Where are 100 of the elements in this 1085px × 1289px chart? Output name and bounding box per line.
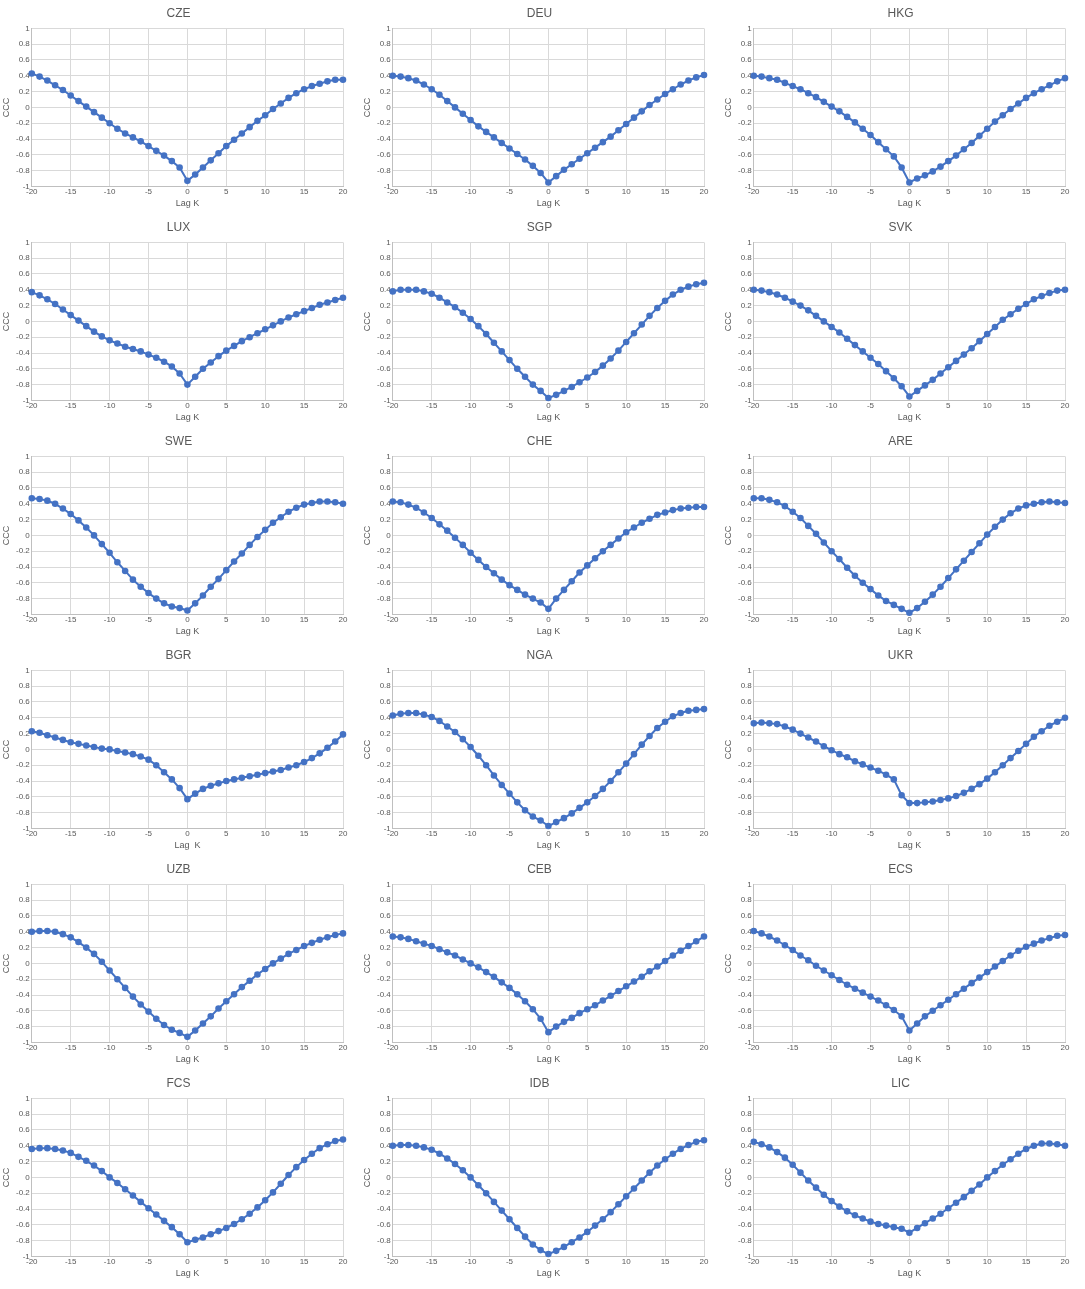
y-tick-label: 0.6 xyxy=(740,483,753,493)
y-tick-label: 0.8 xyxy=(740,253,753,263)
y-tick-label: 0.2 xyxy=(379,86,392,96)
y-tick-label: 0.4 xyxy=(740,285,753,294)
chart-title: CHE xyxy=(526,433,553,448)
y-tick-label: 1 xyxy=(747,237,753,247)
x-tick-label: 10 xyxy=(621,1043,632,1053)
x-tick-label: 20 xyxy=(699,187,709,197)
y-tick-label: 0.4 xyxy=(18,499,31,508)
x-tick-label: 5 xyxy=(946,1257,952,1267)
y-tick-label: -0.2 xyxy=(376,974,392,984)
y-axis-title: CCC xyxy=(362,97,373,118)
x-tick-label: 15 xyxy=(1021,829,1032,839)
x-tick-label: -10 xyxy=(825,615,838,625)
y-tick-label: -0.4 xyxy=(737,1204,753,1214)
x-tick-label: -15 xyxy=(786,829,800,839)
y-tick-label: -0.8 xyxy=(737,379,753,389)
chart-title: LIC xyxy=(891,1075,911,1090)
x-tick-label: -5 xyxy=(505,1043,514,1053)
y-axis-title: CCC xyxy=(1,525,12,546)
x-tick-label: -15 xyxy=(64,187,78,197)
y-tick-label: -0.6 xyxy=(15,578,31,587)
x-tick-label: 20 xyxy=(1060,1257,1070,1267)
y-tick-label: 0.4 xyxy=(379,713,392,722)
y-tick-label: -0.6 xyxy=(15,1220,31,1229)
x-tick-label: 5 xyxy=(224,1257,230,1267)
x-tick-label: 0 xyxy=(546,1257,552,1267)
y-tick-label: -0.2 xyxy=(15,118,31,128)
y-tick-label: 0.6 xyxy=(18,269,31,279)
y-tick-label: -0.4 xyxy=(15,776,31,786)
y-tick-label: 0 xyxy=(386,1172,392,1182)
y-tick-label: 0.8 xyxy=(740,895,753,905)
x-tick-label: 15 xyxy=(660,187,671,197)
y-tick-label: 1 xyxy=(747,23,753,33)
y-tick-label: 0.2 xyxy=(740,86,753,96)
x-tick-label: -5 xyxy=(144,1043,153,1053)
x-tick-label: 20 xyxy=(699,615,709,625)
x-axis-title: Lag K xyxy=(536,411,561,422)
chart-title: ECS xyxy=(888,861,913,876)
y-axis-title: CCC xyxy=(362,1167,373,1188)
y-tick-label: -0.2 xyxy=(376,546,392,556)
x-tick-label: 5 xyxy=(585,1043,591,1053)
y-tick-label: 0.2 xyxy=(18,300,31,310)
y-tick-label: 0.8 xyxy=(740,467,753,477)
chart-title: HKG xyxy=(887,5,914,20)
y-tick-label: 0.6 xyxy=(740,269,753,279)
x-tick-label: -5 xyxy=(505,187,514,197)
x-tick-label: -15 xyxy=(786,1257,800,1267)
x-axis-title: Lag K xyxy=(175,1053,200,1064)
y-tick-label: 0.2 xyxy=(18,942,31,952)
y-tick-label: 0.8 xyxy=(740,1109,753,1119)
x-tick-label: 10 xyxy=(621,615,632,625)
y-tick-label: -0.4 xyxy=(376,562,392,572)
x-axis-title: Lag K xyxy=(536,839,561,850)
x-tick-label: -5 xyxy=(866,829,875,839)
y-tick-label: 0.8 xyxy=(379,253,392,263)
x-tick-label: 10 xyxy=(260,615,271,625)
x-tick-label: 15 xyxy=(660,1043,671,1053)
x-tick-label: 10 xyxy=(982,401,993,411)
x-tick-label: 0 xyxy=(907,401,913,411)
x-tick-label: 10 xyxy=(621,401,632,411)
x-tick-label: -15 xyxy=(425,401,439,411)
y-tick-label: -0.6 xyxy=(15,364,31,373)
x-tick-label: 10 xyxy=(982,187,993,197)
x-tick-label: -5 xyxy=(505,401,514,411)
y-tick-label: -0.6 xyxy=(737,1220,753,1229)
x-tick-label: 20 xyxy=(1060,187,1070,197)
y-tick-label: -0.6 xyxy=(737,150,753,159)
y-tick-label: 1 xyxy=(25,665,31,675)
y-tick-label: -1 xyxy=(383,395,392,405)
x-tick-label: 5 xyxy=(224,401,230,411)
x-axis-title: Lag K xyxy=(174,839,201,850)
y-tick-label: 0.8 xyxy=(18,467,31,477)
y-tick-label: -1 xyxy=(744,823,753,833)
y-tick-label: -1 xyxy=(22,609,31,619)
y-tick-label: -0.2 xyxy=(376,332,392,342)
y-tick-label: -0.2 xyxy=(15,760,31,770)
x-tick-label: 0 xyxy=(546,187,552,197)
y-tick-label: -0.6 xyxy=(15,1006,31,1015)
x-tick-label: -10 xyxy=(103,829,116,839)
y-tick-label: 0.4 xyxy=(740,71,753,80)
x-tick-label: 10 xyxy=(621,187,632,197)
x-tick-label: -5 xyxy=(144,187,153,197)
y-tick-label: 1 xyxy=(25,1093,31,1103)
y-tick-label: -0.4 xyxy=(15,134,31,144)
x-tick-label: -10 xyxy=(103,615,116,625)
y-tick-label: 0 xyxy=(386,316,392,326)
y-tick-label: -1 xyxy=(744,395,753,405)
y-tick-label: -0.2 xyxy=(376,760,392,770)
x-tick-label: 0 xyxy=(907,829,913,839)
x-tick-label: 15 xyxy=(1021,1257,1032,1267)
y-tick-label: -0.8 xyxy=(376,165,392,175)
x-axis-title: Lag K xyxy=(175,197,200,208)
x-tick-label: 15 xyxy=(660,1257,671,1267)
y-tick-label: 0 xyxy=(25,316,31,326)
x-tick-label: 5 xyxy=(946,401,952,411)
x-axis-title: Lag K xyxy=(897,839,922,850)
y-tick-label: 0.4 xyxy=(379,71,392,80)
x-tick-label: 0 xyxy=(907,1257,913,1267)
chart-title: FCS xyxy=(166,1075,191,1090)
